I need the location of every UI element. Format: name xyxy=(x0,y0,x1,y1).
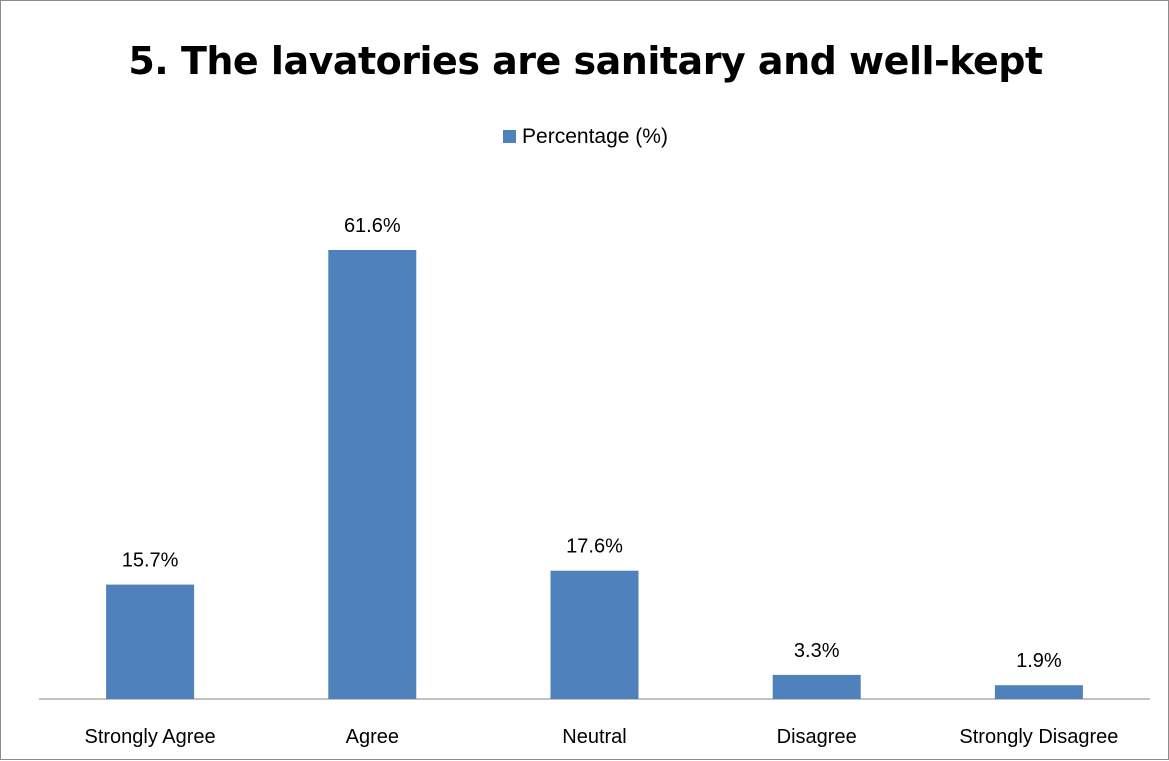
legend-swatch xyxy=(503,130,517,143)
x-tick-label: Disagree xyxy=(777,726,857,748)
legend-label: Percentage (%) xyxy=(522,125,668,148)
bar xyxy=(328,250,417,699)
data-label: 1.9% xyxy=(1016,650,1062,672)
data-label: 61.6% xyxy=(344,215,401,237)
x-tick-label: Neutral xyxy=(562,726,626,748)
bar xyxy=(106,584,195,699)
x-tick-label: Strongly Disagree xyxy=(959,726,1118,748)
x-tick-label: Strongly Agree xyxy=(84,726,215,748)
x-tick-label: Agree xyxy=(346,726,399,748)
data-label: 15.7% xyxy=(122,550,179,572)
data-label: 17.6% xyxy=(566,536,623,558)
bar xyxy=(550,570,639,699)
bar xyxy=(994,685,1083,699)
data-label: 3.3% xyxy=(794,640,840,662)
chart-title: 5. The lavatories are sanitary and well-… xyxy=(128,39,1043,83)
legend: Percentage (%) xyxy=(1,125,1169,149)
bar xyxy=(772,674,861,699)
